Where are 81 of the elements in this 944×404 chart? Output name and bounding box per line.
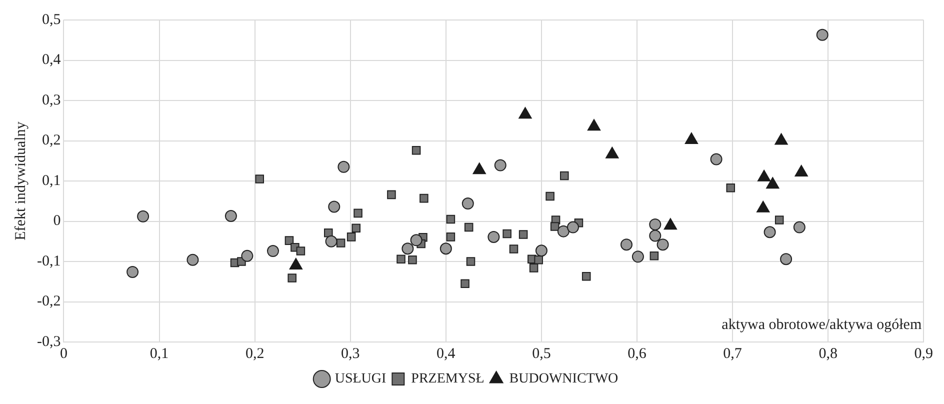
point — [649, 230, 662, 242]
point — [780, 253, 792, 266]
point — [186, 254, 199, 266]
y-tick-label: 0,4 — [42, 52, 62, 68]
point — [464, 222, 474, 232]
x-tick-label: 0,1 — [150, 346, 169, 362]
point — [650, 251, 659, 260]
x-tick-label: 0,4 — [436, 346, 456, 362]
legend-label: PRZEMYSŁ — [411, 372, 484, 387]
x-tick-label: 0,6 — [628, 346, 647, 362]
point — [354, 208, 362, 218]
point — [396, 254, 406, 264]
point — [620, 238, 632, 251]
y-tick-label: -0,3 — [36, 334, 61, 350]
point — [535, 244, 548, 257]
point — [518, 230, 528, 239]
point — [266, 245, 279, 258]
point — [387, 190, 396, 200]
point — [408, 256, 417, 264]
point — [529, 264, 538, 272]
point — [649, 218, 662, 230]
point — [460, 279, 470, 288]
point — [402, 242, 414, 255]
x-tick-label: 0,7 — [723, 346, 742, 362]
point — [550, 222, 560, 231]
point — [296, 246, 306, 256]
point — [534, 256, 543, 264]
legend-label: USŁUGI — [334, 372, 387, 387]
point — [440, 242, 452, 255]
point — [560, 171, 569, 180]
point — [346, 232, 356, 242]
point — [582, 272, 591, 281]
point — [462, 198, 474, 210]
point — [284, 236, 294, 245]
x-tick-label: 0,5 — [532, 346, 551, 362]
point — [509, 244, 518, 254]
x-axis-title: aktywa obrotowe/aktywa ogółem — [722, 316, 922, 333]
y-tick-label: -0,1 — [36, 253, 61, 270]
y-tick-label: 0 — [53, 213, 61, 230]
y-tick-label: 0,5 — [42, 12, 61, 28]
point — [255, 174, 264, 184]
point — [410, 234, 422, 246]
point — [774, 216, 784, 224]
y-tick-label: 0,1 — [42, 172, 61, 189]
point — [412, 146, 421, 155]
legend-label: BUDOWNICTWO — [509, 372, 618, 387]
point — [566, 221, 579, 234]
point — [494, 159, 506, 172]
y-tick-label: -0,2 — [36, 294, 61, 310]
point — [793, 221, 806, 234]
y-axis-title: Efekt indywidualny — [12, 121, 29, 240]
point — [420, 194, 428, 203]
point — [656, 238, 669, 251]
point — [126, 266, 139, 278]
point — [241, 250, 254, 262]
point — [288, 274, 296, 282]
point — [328, 200, 340, 213]
point — [764, 226, 776, 238]
point — [446, 232, 456, 242]
point — [224, 210, 237, 222]
point — [488, 230, 500, 243]
point — [546, 192, 554, 201]
point — [502, 229, 512, 238]
point — [336, 238, 346, 248]
point — [466, 257, 476, 266]
point — [710, 153, 722, 166]
x-tick-label: 0,2 — [245, 346, 264, 362]
point — [557, 225, 570, 238]
point — [816, 28, 828, 41]
x-tick-label: 0,3 — [340, 346, 360, 362]
y-tick-label: 0,3 — [42, 92, 61, 108]
point — [352, 224, 360, 232]
y-tick-label: 0,2 — [42, 132, 61, 149]
x-tick-label: 0,9 — [914, 346, 933, 362]
x-tick-label: 0,8 — [818, 346, 838, 362]
point — [338, 160, 350, 173]
point — [325, 235, 338, 248]
point — [726, 183, 736, 192]
point — [632, 250, 644, 263]
point — [446, 214, 456, 224]
point — [137, 210, 150, 222]
